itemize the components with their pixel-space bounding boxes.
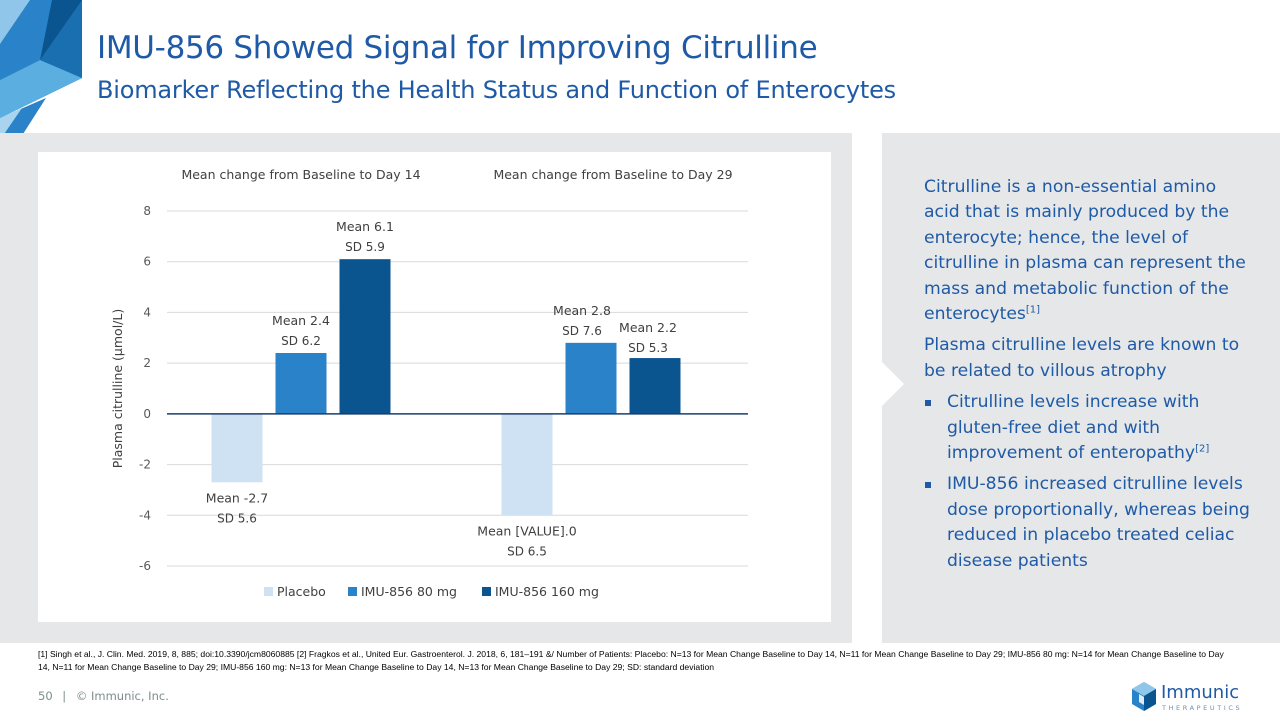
y-tick-label: 6 [143,255,151,269]
y-tick-label: 0 [143,407,151,421]
y-tick-label: -4 [139,508,151,522]
chart-panel: 8 6 4 2 0 -2 -4 -6 Plasma citrulline (µmol/L) Mea… [38,152,831,622]
slide-subtitle: Biomarker Reflecting the Health Status a… [97,76,896,104]
side-panel-notch [882,362,904,406]
logo-tagline: THERAPEUTICS [1162,704,1243,712]
data-label-sd: SD 6.5 [507,544,547,558]
legend-swatch [264,587,273,596]
bar-imu-856-80-mg [565,342,617,414]
bar-imu-856-160-mg [629,358,681,414]
bar-placebo [501,413,553,516]
y-axis-title: Plasma citrulline (µmol/L) [110,309,125,469]
bullet-square-icon [925,482,931,489]
company-logo: Immunic THERAPEUTICS [1131,681,1261,713]
legend-label: IMU-856 160 mg [495,584,599,599]
data-label-sd: SD 5.9 [345,240,385,254]
data-label-mean: Mean -2.7 [206,490,268,505]
slide-title: IMU-856 Showed Signal for Improving Citr… [97,30,818,66]
data-label-sd: SD 6.2 [281,334,321,348]
y-tick-label: 4 [143,305,151,319]
legend-label: Placebo [277,584,326,599]
group-title: Mean change from Baseline to Day 14 [181,167,420,182]
y-tick-label: 8 [143,204,151,218]
bullet-2-text: IMU-856 increased citrulline levels dose… [947,474,1250,571]
reference-2: [2] [1195,443,1210,455]
logo-name: Immunic [1161,682,1240,703]
bar-placebo [211,413,263,483]
data-label-sd: SD 5.6 [217,511,257,525]
side-paragraph-1: Citrulline is a non-essential amino acid… [924,175,1254,327]
bullet-square-icon [925,400,931,407]
legend-swatch [348,587,357,596]
legend-swatch [482,587,491,596]
side-bullets: Citrulline levels increase with gluten-f… [924,390,1254,574]
group-title: Mean change from Baseline to Day 29 [493,167,732,182]
bar-imu-856-80-mg [275,353,327,414]
y-tick-label: 2 [143,356,151,370]
side-text: Citrulline is a non-essential amino acid… [924,175,1254,580]
data-label-mean: Mean 2.4 [272,313,330,328]
bar-chart: 8 6 4 2 0 -2 -4 -6 Plasma citrulline (µmol/L) Mea… [110,167,748,599]
bullet-item: Citrulline levels increase with gluten-f… [924,390,1254,466]
data-label-mean: Mean 2.8 [553,303,611,318]
y-tick-label: -6 [139,559,151,573]
data-label-sd: SD 5.3 [628,341,668,355]
side-panel [882,133,1280,643]
bar-imu-856-160-mg [339,259,391,414]
page-number: 50 [38,689,53,703]
data-label-mean: Mean 6.1 [336,219,394,234]
legend-label: IMU-856 80 mg [361,584,457,599]
reference-1: [1] [1025,304,1041,316]
copyright: © Immunic, Inc. [75,689,169,703]
logo-icon [1132,682,1156,711]
data-label-mean: Mean 2.2 [619,320,677,335]
data-label-sd: SD 7.6 [562,324,602,338]
data-label-mean: Mean [VALUE].0 [477,523,576,538]
footnote: [1] Singh et al., J. Clin. Med. 2019, 8,… [38,649,1224,672]
side-paragraph-1-text: Citrulline is a non-essential amino acid… [924,177,1246,325]
corner-decoration [0,0,82,170]
side-paragraph-2: Plasma citrulline levels are known to be… [924,335,1240,381]
bullet-item: IMU-856 increased citrulline levels dose… [924,472,1254,574]
bullet-1-text: Citrulline levels increase with gluten-f… [947,392,1200,464]
footer: 50 | © Immunic, Inc. [38,689,169,703]
footer-separator: | [62,689,67,703]
y-tick-label: -2 [139,458,151,472]
